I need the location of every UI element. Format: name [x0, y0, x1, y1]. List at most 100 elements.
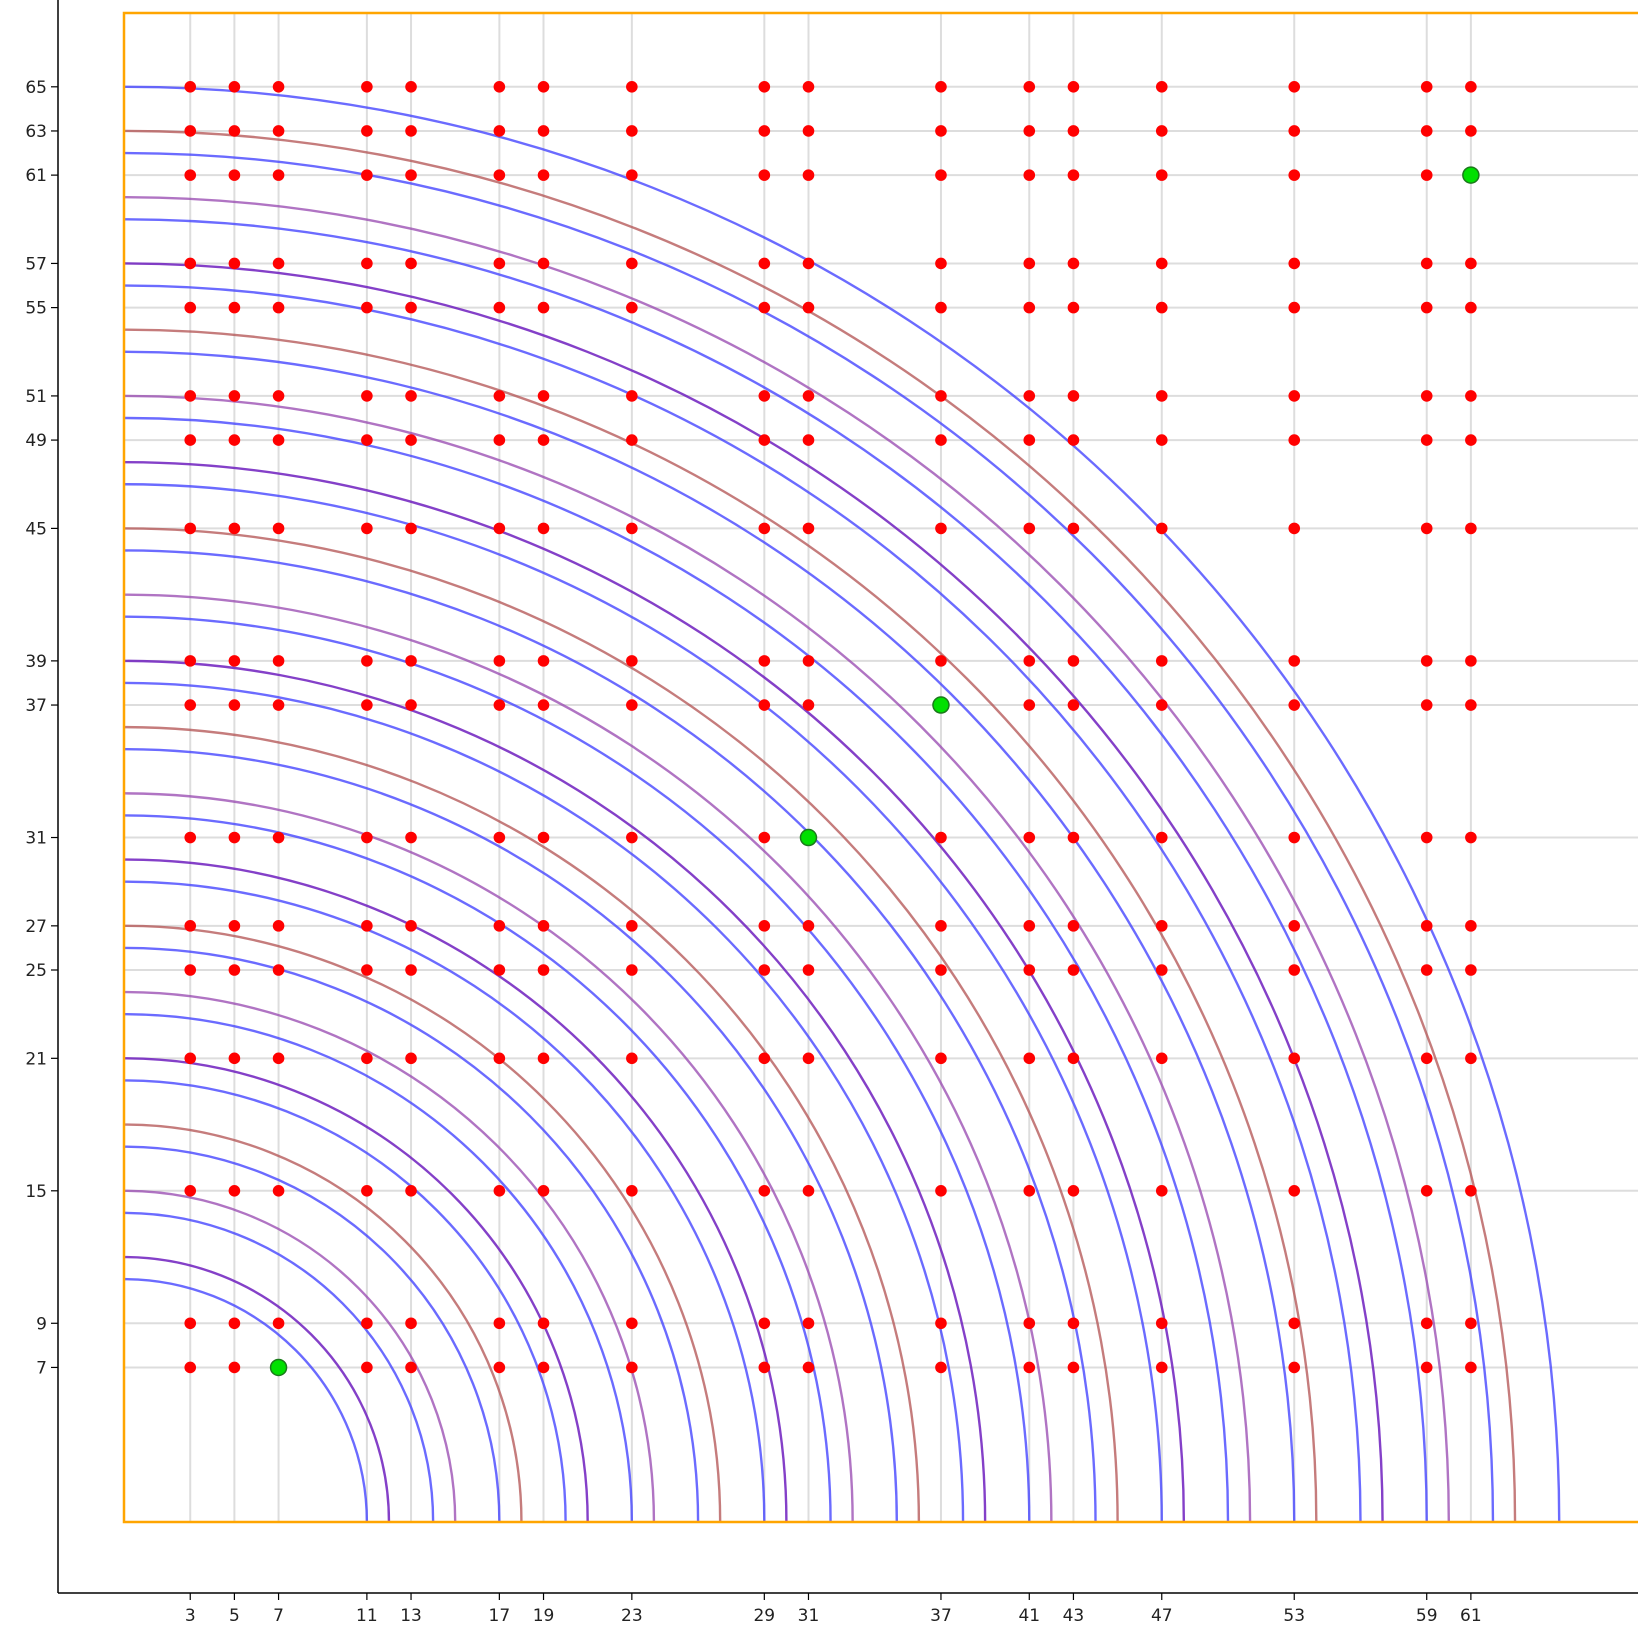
- y-tick-label: 9: [36, 1314, 47, 1334]
- arc-purple: [123, 593, 1053, 1523]
- point: [1465, 81, 1477, 93]
- point: [493, 434, 506, 446]
- point: [1288, 1317, 1301, 1330]
- arc-purple: [123, 990, 656, 1523]
- arc-violet: [123, 460, 1186, 1523]
- y-tick-label: 65: [25, 78, 47, 98]
- point: [405, 125, 417, 137]
- point: [758, 1185, 771, 1197]
- point: [272, 1317, 285, 1330]
- point: [802, 1317, 815, 1330]
- arc-brown: [123, 924, 722, 1523]
- point: [493, 1052, 506, 1065]
- point: [1023, 655, 1036, 667]
- point: [493, 125, 506, 137]
- arc-blue: [123, 615, 1031, 1523]
- x-tick-label: 13: [400, 1606, 422, 1626]
- point: [758, 920, 771, 932]
- point: [1288, 522, 1301, 535]
- point: [1465, 1317, 1477, 1330]
- point: [1288, 301, 1301, 314]
- plot-frame: [122, 11, 1638, 1524]
- point: [405, 1052, 417, 1065]
- point: [184, 125, 197, 137]
- point: [1023, 1185, 1036, 1197]
- point: [1023, 434, 1036, 446]
- point: [1465, 522, 1477, 535]
- x-tick-label: 37: [930, 1606, 952, 1626]
- point: [537, 81, 550, 93]
- point: [493, 301, 506, 314]
- point: [537, 655, 550, 667]
- point: [1155, 125, 1168, 137]
- point: [626, 831, 638, 844]
- point: [405, 920, 417, 932]
- point: [184, 257, 197, 270]
- point: [802, 964, 815, 976]
- point: [802, 390, 815, 402]
- point: [758, 655, 771, 667]
- point: [1023, 125, 1036, 137]
- y-tick-label: 31: [25, 829, 47, 849]
- point: [1288, 964, 1301, 976]
- point: [626, 1052, 638, 1065]
- point: [228, 655, 241, 667]
- arc-violet: [123, 1255, 391, 1523]
- point: [405, 699, 417, 711]
- point: [1420, 390, 1433, 402]
- point: [537, 125, 550, 137]
- point: [802, 655, 815, 667]
- point: [758, 434, 771, 446]
- point: [537, 169, 550, 181]
- point: [493, 964, 506, 976]
- point: [361, 964, 373, 976]
- point: [1420, 257, 1433, 270]
- point: [626, 434, 638, 446]
- point: [1067, 169, 1080, 181]
- point: [935, 1317, 947, 1330]
- arc-blue: [123, 1079, 567, 1523]
- point: [184, 1185, 197, 1197]
- arc-blue: [123, 151, 1495, 1523]
- point: [626, 390, 638, 402]
- point: [361, 1052, 373, 1065]
- arc-blue: [123, 416, 1230, 1523]
- point: [361, 125, 373, 137]
- point: [1420, 964, 1433, 976]
- point: [537, 434, 550, 446]
- point: [405, 831, 417, 844]
- point: [1067, 257, 1080, 270]
- point: [802, 1052, 815, 1065]
- point: [537, 1317, 550, 1330]
- arc-purple: [123, 196, 1450, 1523]
- point: [1155, 1052, 1168, 1065]
- point: [405, 301, 417, 314]
- y-tick-label: 25: [25, 961, 47, 981]
- point: [184, 1361, 197, 1374]
- y-tick-label: 49: [25, 431, 47, 451]
- y-tick-label: 39: [25, 652, 47, 672]
- point: [802, 257, 815, 270]
- point: [184, 434, 197, 446]
- point: [1067, 655, 1080, 667]
- point: [361, 831, 373, 844]
- point: [1155, 1317, 1168, 1330]
- point: [758, 964, 771, 976]
- point: [537, 1361, 550, 1374]
- highlighted-point: [269, 1358, 288, 1377]
- point: [1288, 257, 1301, 270]
- point: [361, 301, 373, 314]
- point: [1067, 125, 1080, 137]
- point: [1420, 655, 1433, 667]
- point: [1023, 81, 1036, 93]
- arc-blue: [123, 946, 700, 1523]
- point: [1155, 81, 1168, 93]
- x-tick-label: 29: [753, 1606, 775, 1626]
- point: [405, 434, 417, 446]
- point: [1420, 699, 1433, 711]
- y-tick-label: 61: [25, 166, 47, 186]
- point: [405, 1185, 417, 1197]
- point: [1420, 1185, 1433, 1197]
- point: [184, 1052, 197, 1065]
- point: [272, 831, 285, 844]
